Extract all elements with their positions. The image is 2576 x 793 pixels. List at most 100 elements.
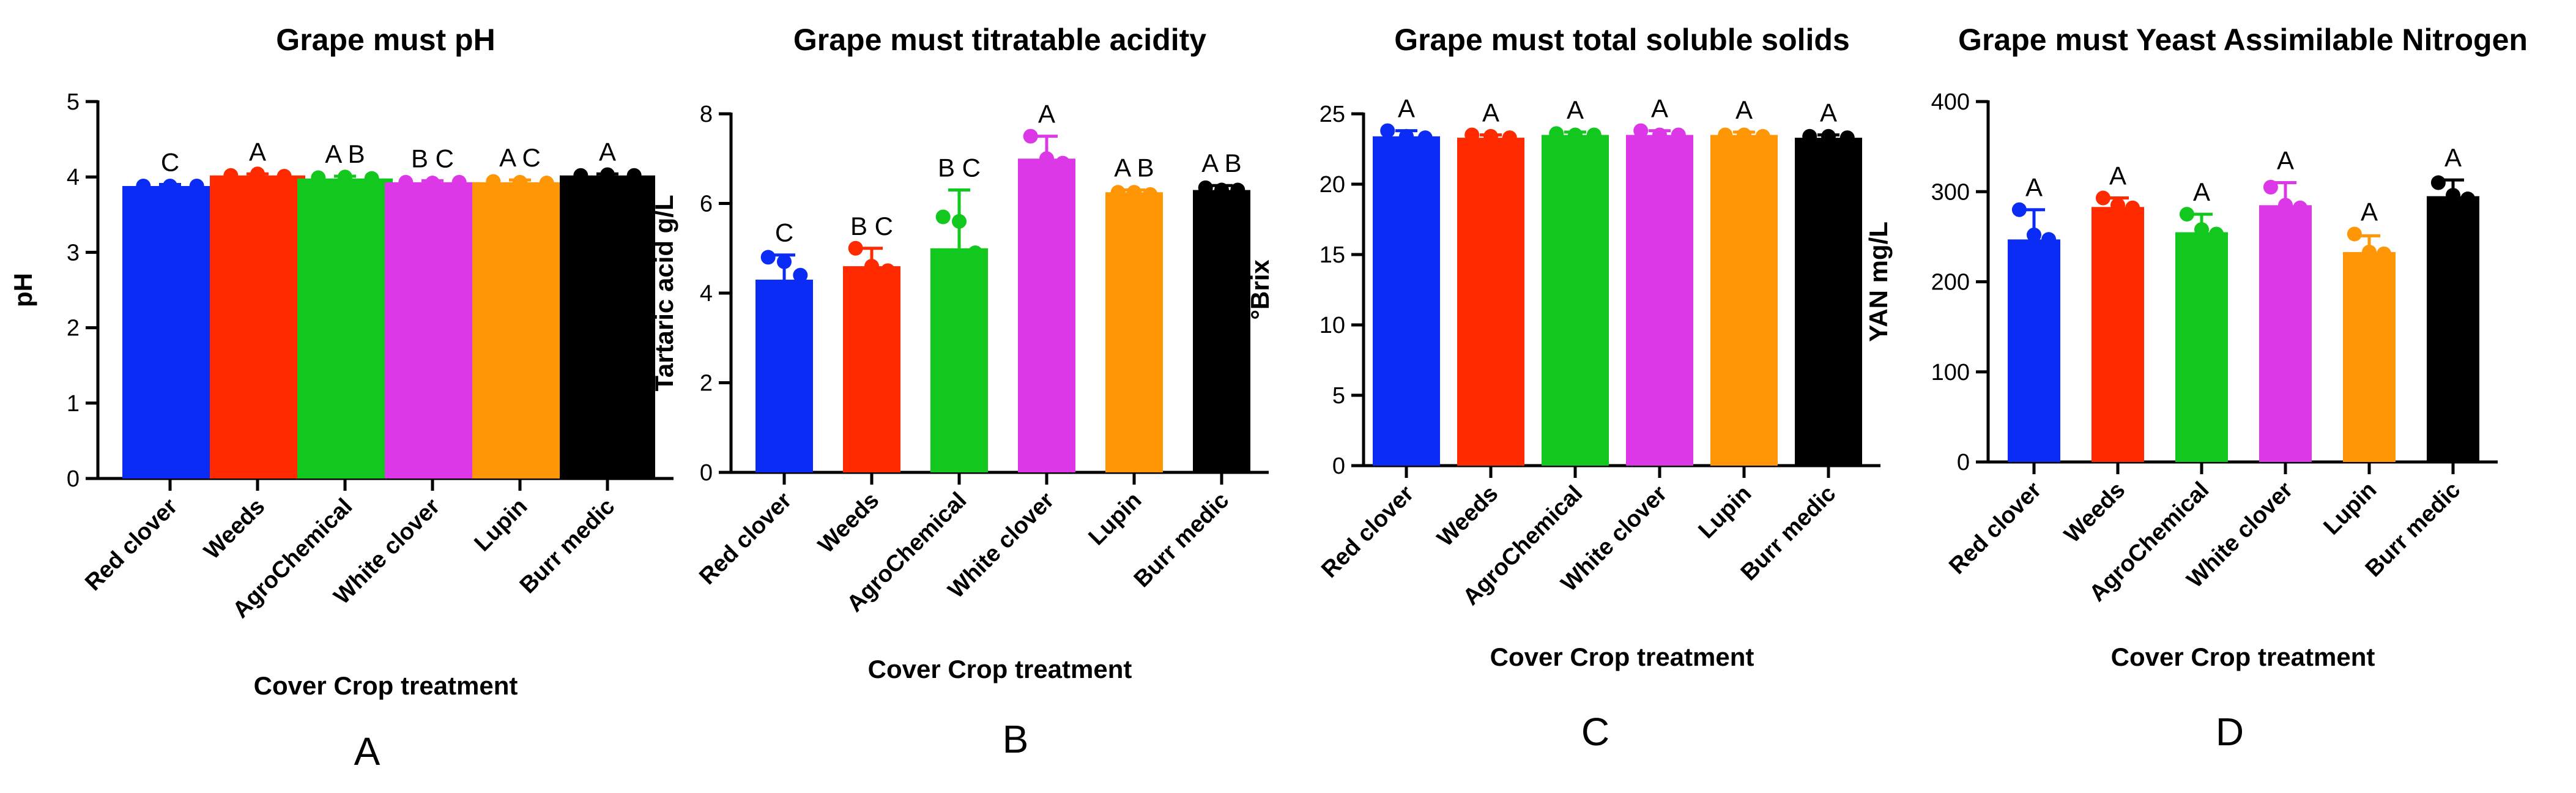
data-point — [935, 209, 951, 225]
x-tick-label: Burr medic — [515, 494, 620, 599]
significance-label: A — [2193, 177, 2210, 206]
data-point — [1039, 151, 1054, 166]
bar — [1105, 192, 1163, 472]
x-tick-label: Weeds — [814, 488, 885, 559]
data-point — [1821, 128, 1836, 144]
data-point — [1586, 127, 1602, 143]
data-point — [2293, 200, 2308, 215]
data-point — [2179, 207, 2194, 222]
significance-label: A — [1567, 95, 1584, 124]
bar — [930, 248, 988, 472]
bar — [472, 182, 568, 478]
significance-label: A C — [499, 143, 541, 172]
y-tick-label: 10 — [1320, 313, 1345, 338]
y-tick-label: 400 — [1931, 89, 1970, 115]
data-point — [864, 259, 879, 274]
data-point — [338, 169, 352, 185]
data-point — [1198, 180, 1213, 195]
bar — [2008, 239, 2060, 462]
significance-label: A — [1651, 94, 1668, 123]
data-point — [1464, 127, 1480, 143]
significance-label: A — [2025, 173, 2043, 202]
significance-label: A B — [325, 140, 365, 168]
data-point — [398, 174, 414, 190]
data-point — [2377, 246, 2392, 261]
data-point — [2347, 226, 2362, 242]
bar — [1193, 190, 1250, 472]
bar — [1542, 135, 1609, 466]
data-point — [513, 174, 527, 190]
significance-label: A B — [1114, 154, 1154, 182]
x-tick-label: Lupin — [470, 494, 533, 557]
data-point — [793, 267, 808, 283]
data-point — [573, 168, 588, 183]
bar — [297, 178, 393, 478]
x-tick-label: Red clover — [1944, 477, 2046, 579]
y-tick-label: 1 — [67, 391, 80, 417]
data-point — [486, 174, 501, 189]
bar — [210, 175, 305, 478]
data-point — [2430, 175, 2446, 190]
y-tick-label: 0 — [700, 460, 713, 486]
x-axis-label: Cover Crop treatment — [254, 671, 518, 700]
significance-label: A — [249, 137, 266, 166]
panel-label: C — [1581, 710, 1609, 754]
data-point — [1127, 185, 1141, 200]
bar — [122, 185, 218, 478]
significance-label: A — [1735, 95, 1753, 124]
x-tick-label: Weeds — [2060, 477, 2131, 548]
data-point — [1214, 182, 1229, 198]
data-point — [1230, 182, 1245, 198]
data-point — [1399, 128, 1414, 144]
data-point — [2362, 244, 2377, 259]
significance-label: A — [1038, 100, 1055, 128]
data-point — [1839, 130, 1855, 146]
data-point — [189, 178, 204, 193]
bar — [1626, 135, 1693, 466]
significance-label: A — [1820, 99, 1837, 127]
data-point — [600, 167, 615, 182]
y-tick-label: 15 — [1320, 242, 1345, 268]
y-tick-label: 300 — [1931, 179, 1970, 205]
data-point — [1023, 128, 1038, 144]
chart-title: Grape must total soluble solids — [1394, 23, 1850, 57]
data-point — [2209, 226, 2224, 242]
chart-panel-b: Grape must titratable acidity 0 2 4 6 8 Tartar… — [650, 23, 1269, 761]
significance-label: C — [161, 148, 179, 177]
y-tick-label: 3 — [67, 240, 80, 266]
chart-panel-a: Grape must pH 0 1 2 3 4 5 pH C Red clover A Weeds A … — [9, 23, 674, 773]
bar — [1710, 135, 1778, 466]
data-point — [2446, 188, 2460, 203]
data-point — [880, 263, 896, 278]
chart-title: Grape must titratable acidity — [793, 23, 1206, 57]
data-point — [760, 250, 776, 265]
x-tick-label: Red clover — [80, 494, 182, 596]
bar — [1795, 138, 1862, 466]
data-point — [2110, 198, 2125, 213]
y-tick-label: 20 — [1320, 172, 1345, 198]
x-tick-label: Lupin — [2319, 477, 2382, 540]
data-point — [1483, 128, 1498, 144]
y-axis-label: pH — [9, 273, 37, 307]
significance-label: A — [599, 137, 616, 166]
y-tick-label: 100 — [1931, 360, 1970, 385]
data-point — [1502, 130, 1517, 146]
data-point — [1802, 128, 1817, 144]
panel-label: D — [2216, 710, 2244, 754]
significance-label: B C — [850, 212, 893, 240]
significance-label: A — [1398, 94, 1415, 123]
y-axis-label: YAN mg/L — [1864, 222, 1893, 342]
x-axis-label: Cover Crop treatment — [868, 655, 1132, 683]
chart-title: Grape must Yeast Assimilable Nitrogen — [1958, 23, 2528, 57]
data-point — [626, 168, 642, 183]
data-point — [1737, 127, 1751, 143]
x-tick-label: Burr medic — [1129, 488, 1234, 593]
x-tick-label: Weeds — [199, 494, 270, 565]
data-point — [968, 245, 983, 261]
data-point — [2027, 227, 2041, 242]
data-point — [848, 240, 863, 256]
data-point — [1417, 130, 1433, 146]
x-tick-label: Lupin — [1694, 481, 1757, 544]
y-tick-label: 2 — [67, 316, 80, 341]
